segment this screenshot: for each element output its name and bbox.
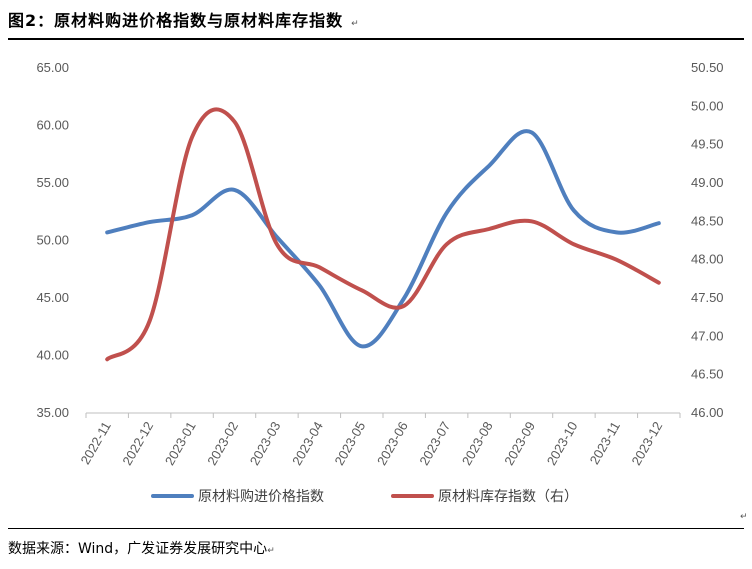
- y-right-tick-label: 50.50: [691, 60, 724, 75]
- x-tick-label: 2023-03: [247, 419, 284, 468]
- y-right-tick-label: 46.00: [691, 405, 724, 420]
- x-tick-label: 2023-10: [544, 419, 581, 468]
- legend-label: 原材料库存指数（右）: [438, 489, 578, 505]
- figure-title: 图2：原材料购进价格指数与原材料库存指数 ↵: [8, 7, 360, 31]
- return-mark: ↵: [740, 512, 748, 522]
- y-right-tick-label: 49.00: [691, 175, 724, 190]
- y-right-tick-label: 49.50: [691, 137, 724, 152]
- x-tick-label: 2023-07: [416, 419, 453, 468]
- y-right-tick-label: 50.00: [691, 98, 724, 113]
- y-left-tick-label: 35.00: [36, 405, 69, 420]
- series-line-purchase-price: [105, 129, 661, 349]
- x-tick-label: 2023-11: [587, 419, 623, 467]
- x-tick-label: 2023-08: [459, 419, 496, 468]
- return-mark: ↵: [267, 546, 275, 556]
- legend-label: 原材料购进价格指数: [198, 489, 324, 505]
- y-right-tick-label: 46.50: [691, 367, 724, 382]
- title-rule: [8, 38, 744, 40]
- y-left-tick-label: 45.00: [36, 290, 69, 305]
- source-rule: [8, 528, 744, 529]
- x-tick-label: 2022-11: [77, 419, 113, 467]
- y-right-tick-label: 48.00: [691, 252, 724, 267]
- x-tick-label: 2023-01: [162, 419, 199, 468]
- y-right-tick-label: 47.50: [691, 290, 724, 305]
- x-tick-label: 2023-02: [204, 419, 241, 468]
- source-note: 数据来源：Wind，广发证券发展研究中心↵: [8, 538, 275, 558]
- x-tick-label: 2023-05: [332, 419, 369, 468]
- y-left-tick-label: 60.00: [36, 118, 69, 133]
- x-tick-label: 2022-12: [119, 419, 156, 468]
- y-left-tick-label: 65.00: [36, 60, 69, 75]
- x-tick-label: 2023-04: [289, 419, 326, 468]
- x-tick-label: 2023-09: [501, 419, 538, 468]
- figure-title-text: 图2：原材料购进价格指数与原材料库存指数: [8, 11, 344, 30]
- y-left-tick-label: 55.00: [36, 175, 69, 190]
- series-line-inventory: [105, 107, 661, 362]
- x-tick-label: 2023-12: [629, 419, 666, 468]
- y-left-tick-label: 40.00: [36, 348, 69, 363]
- y-right-tick-label: 48.50: [691, 213, 724, 228]
- x-tick-label: 2023-06: [374, 419, 411, 468]
- y-right-tick-label: 47.00: [691, 328, 724, 343]
- y-left-tick-label: 50.00: [36, 233, 69, 248]
- return-mark: ↵: [351, 19, 360, 29]
- source-text: 数据来源：Wind，广发证券发展研究中心: [8, 541, 268, 557]
